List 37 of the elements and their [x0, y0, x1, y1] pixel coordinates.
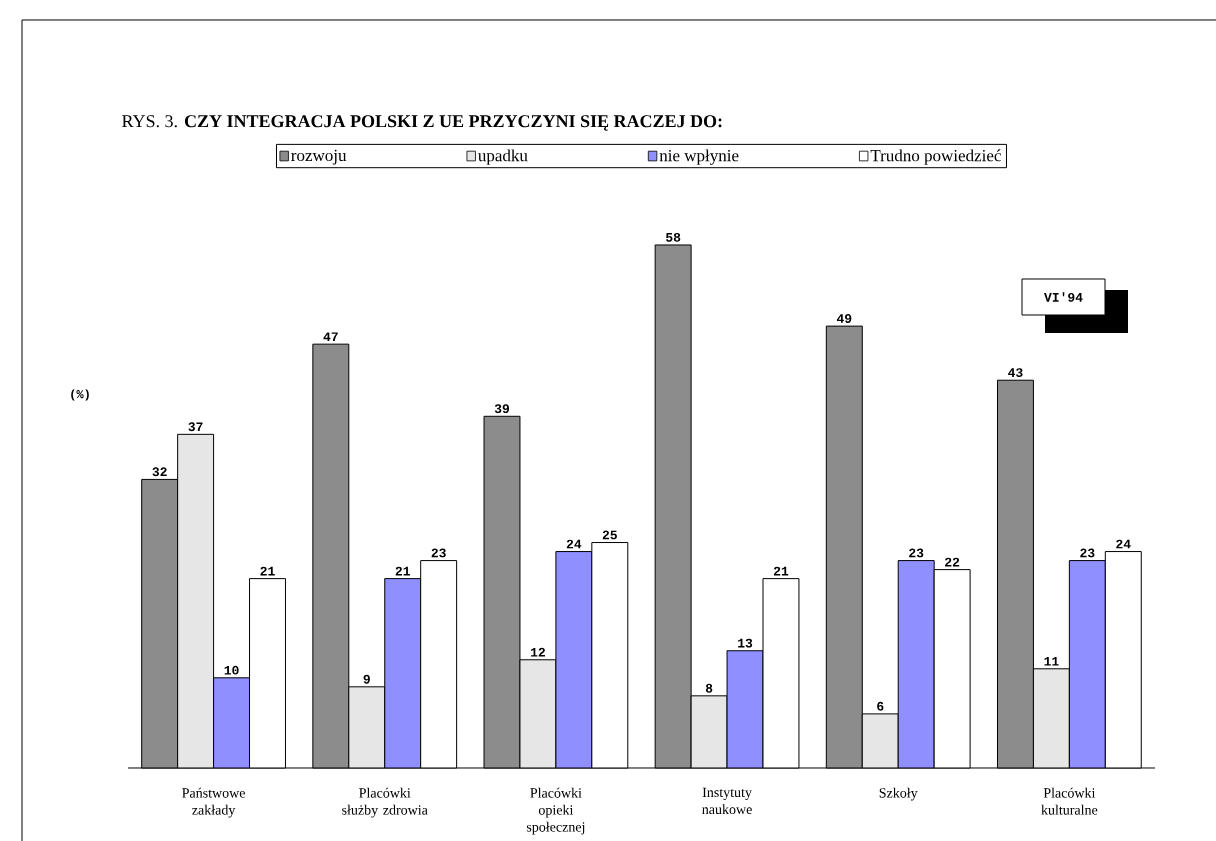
data-label: 8 [705, 683, 713, 693]
x-tick-label: Instytuty naukowe [702, 787, 752, 815]
data-label: 23 [431, 548, 446, 558]
data-label: 21 [773, 566, 789, 576]
data-label: 6 [877, 701, 884, 711]
x-tick-label: Placówki kulturalne [1041, 787, 1098, 815]
data-label: 21 [260, 566, 275, 576]
data-label: 13 [738, 638, 753, 648]
data-label: 23 [909, 548, 924, 558]
data-label: 22 [945, 557, 960, 567]
x-tick-label: Państwowe zakłady [182, 787, 245, 818]
data-label: 32 [152, 467, 167, 477]
data-label: 24 [566, 539, 582, 549]
x-tick-label: Szkoły [879, 787, 918, 801]
x-tick-label: Placówki opieki społecznej [526, 787, 585, 835]
y-axis-title: (%) [71, 389, 89, 401]
data-label: 21 [395, 566, 410, 576]
legend-label: rozwoju [291, 149, 347, 165]
data-label: 12 [531, 647, 545, 657]
data-label: 25 [602, 530, 617, 540]
data-label: 37 [188, 422, 203, 432]
data-label: 24 [1116, 539, 1131, 549]
data-label: 39 [494, 404, 510, 414]
data-label: 49 [836, 314, 852, 323]
data-label: 11 [1044, 657, 1059, 666]
data-label: 43 [1008, 368, 1023, 378]
data-label: 47 [323, 332, 338, 341]
chart-title: RYS. 3. CZY INTEGRACJA POLSKI Z UE PRZYCZYNI SIĘ RACZEJ DO: [122, 115, 722, 131]
legend-label: upadku [478, 149, 528, 165]
legend-label: nie wpłynie [659, 149, 739, 165]
data-label: 23 [1080, 548, 1095, 558]
data-label: 9 [363, 674, 370, 684]
data-label: 58 [666, 232, 681, 242]
annotation: VI'94 [1044, 292, 1083, 302]
x-tick-label: Placówki służby zdrowia [342, 787, 428, 818]
data-label: 10 [224, 665, 239, 675]
legend-label: Trudno powiedzieć [870, 149, 1001, 165]
